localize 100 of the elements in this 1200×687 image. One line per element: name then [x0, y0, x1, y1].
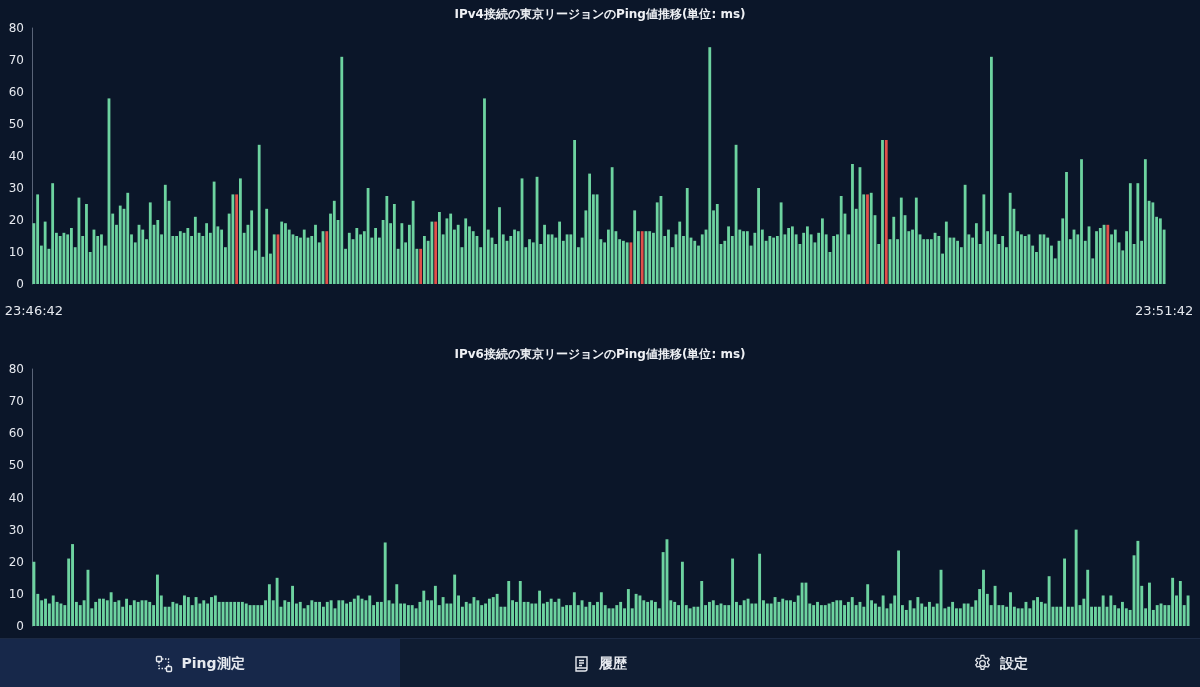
bar: [411, 200, 415, 284]
bar: [355, 228, 359, 284]
bar: [974, 223, 978, 284]
bar: [634, 593, 638, 626]
bar: [626, 589, 630, 626]
chart-title: IPv4接続の東京リージョンのPing値推移(単位: ms): [454, 7, 746, 21]
bar: [229, 601, 233, 626]
bar: [884, 140, 888, 284]
bar: [1109, 595, 1113, 626]
bar: [256, 605, 260, 626]
bar: [464, 218, 468, 284]
bar: [85, 204, 88, 284]
bar: [449, 213, 453, 284]
bar: [1148, 582, 1151, 626]
bar: [653, 601, 657, 626]
bar: [1074, 529, 1078, 626]
bar: [700, 581, 704, 626]
bar: [484, 603, 487, 626]
bar: [1121, 601, 1124, 626]
bar: [538, 590, 542, 626]
bar: [963, 184, 967, 284]
bar: [483, 98, 486, 284]
bar: [1020, 234, 1023, 284]
bar: [100, 234, 103, 284]
bar: [937, 236, 941, 284]
bar: [280, 221, 284, 284]
bar: [772, 237, 776, 284]
bar: [329, 600, 333, 626]
bar: [265, 208, 269, 284]
bar: [238, 178, 242, 284]
bar: [498, 207, 501, 284]
bar: [599, 592, 603, 626]
bar: [765, 603, 769, 626]
bar: [727, 226, 730, 284]
bar: [835, 600, 839, 626]
bar: [530, 603, 534, 626]
bar: [673, 601, 677, 626]
bar: [244, 603, 248, 626]
bar: [456, 224, 460, 284]
bar: [715, 204, 719, 284]
bar: [549, 598, 553, 626]
bar: [51, 595, 55, 626]
bar: [1009, 592, 1012, 626]
bar: [476, 600, 480, 626]
bar: [908, 600, 912, 626]
bar: [175, 603, 179, 626]
bar: [117, 600, 121, 626]
y-tick-label: 50: [8, 117, 24, 131]
y-tick-label: 60: [8, 85, 24, 99]
bar: [1178, 581, 1182, 626]
y-tick-label: 40: [8, 149, 24, 163]
bar: [816, 601, 819, 626]
bar: [385, 196, 389, 284]
bar: [1055, 606, 1059, 626]
bar: [1086, 569, 1090, 626]
bar: [212, 181, 216, 284]
bar: [141, 229, 145, 284]
y-tick-label: 30: [8, 181, 24, 195]
y-tick-label: 10: [8, 245, 24, 259]
bar: [98, 598, 101, 626]
bar: [757, 188, 760, 284]
bar: [1095, 231, 1098, 284]
bar: [804, 582, 808, 626]
bar: [648, 231, 652, 284]
bar: [819, 605, 823, 626]
y-tick-label: 0: [16, 277, 24, 291]
bar: [723, 605, 727, 626]
bar: [213, 595, 217, 626]
bar: [1101, 595, 1105, 626]
bar: [914, 197, 918, 284]
bar: [881, 595, 885, 626]
bar: [1136, 183, 1140, 284]
bar: [345, 603, 349, 626]
bar: [785, 600, 789, 626]
bar: [36, 194, 40, 284]
bar: [787, 228, 791, 284]
bar: [291, 585, 294, 626]
bar: [302, 229, 306, 284]
bar: [588, 601, 592, 626]
bar: [349, 601, 352, 626]
bar: [433, 585, 437, 626]
text: Ping測定: [181, 654, 245, 673]
bar: [678, 221, 682, 284]
y-tick-label: 40: [8, 490, 24, 505]
bar: [777, 601, 781, 626]
bar: [275, 577, 279, 626]
bar: [1113, 229, 1117, 284]
bar: [43, 221, 47, 284]
bar: [640, 231, 644, 284]
bar: [368, 595, 372, 626]
bar: [186, 228, 190, 284]
bar: [148, 601, 152, 626]
bar: [545, 601, 549, 626]
bar: [144, 600, 148, 626]
bar: [588, 173, 592, 284]
bar: [248, 605, 252, 626]
x-tick-label: 23:51:42: [1134, 303, 1194, 318]
bar: [989, 56, 993, 284]
bar: [944, 221, 948, 284]
bar: [210, 597, 213, 626]
